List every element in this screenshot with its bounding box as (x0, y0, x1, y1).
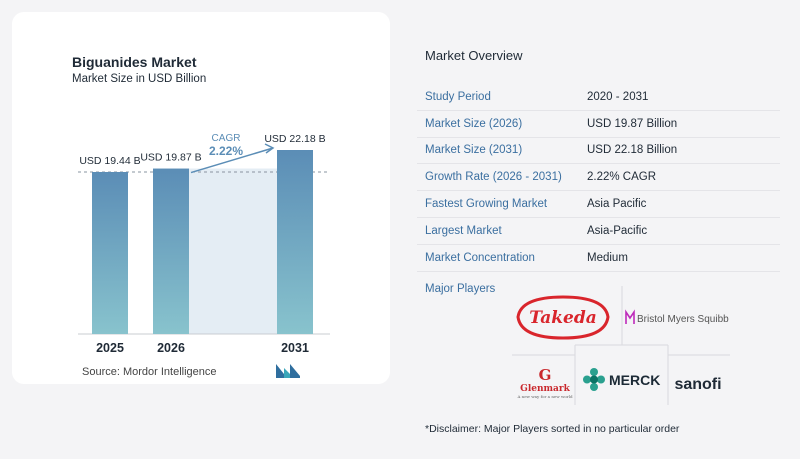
merck-text: MERCK (609, 372, 660, 388)
major-players-title: Major Players (425, 283, 496, 295)
overview-label: Study Period (425, 90, 491, 103)
cagr-arrow-line (190, 147, 274, 174)
overview-title: Market Overview (425, 48, 523, 63)
x-tick-2031: 2031 (281, 341, 309, 355)
overview-label: Market Size (2031) (425, 144, 523, 157)
overview-row: Study Period 2020 - 2031 (417, 84, 780, 111)
value-label-2026: USD 19.87 B (140, 152, 201, 164)
bms-text: Bristol Myers Squibb (637, 314, 729, 325)
overview-row: Growth Rate (2026 - 2031) 2.22% CAGR (417, 164, 780, 192)
chart-title: Biguanides Market (72, 54, 197, 70)
cagr-label: CAGR (212, 133, 241, 144)
overview-row: Market Size (2031) USD 22.18 Billion (417, 138, 780, 165)
x-tick-2026: 2026 (157, 341, 185, 355)
cagr-value: 2.22% (209, 144, 243, 158)
bar-2026 (153, 168, 189, 334)
x-tick-2025: 2025 (96, 341, 124, 355)
sanofi-text: sanofi (674, 376, 721, 393)
mordor-logo-icon (276, 364, 300, 378)
sanofi-logo-icon: sanofi (674, 376, 721, 393)
overview-value: Asia-Pacific (587, 224, 648, 237)
bar-2025 (92, 172, 128, 334)
bar-chart: USD 19.44 B 2025 USD 19.87 B 2026 USD 22.18 … (78, 133, 330, 355)
overview-value: Medium (587, 251, 628, 264)
cagr-arrow-head (264, 143, 275, 154)
disclaimer: *Disclaimer: Major Players sorted in no … (425, 423, 680, 435)
takeda-text: Takeda (529, 308, 597, 328)
glenmark-logo-icon: G Glenmark A new way for a new world (516, 366, 573, 399)
svg-text:G: G (539, 366, 552, 384)
glenmark-tagline: A new way for a new world (516, 394, 573, 399)
bms-logo-icon: Bristol Myers Squibb (625, 309, 729, 325)
source-text: Source: Mordor Intelligence (82, 366, 217, 378)
overview-label: Growth Rate (2026 - 2031) (425, 171, 562, 184)
overview-label: Market Size (2026) (425, 117, 523, 130)
forecast-region (189, 168, 277, 334)
value-label-2031: USD 22.18 B (264, 133, 325, 145)
overview-value: USD 22.18 Billion (587, 144, 678, 157)
overview-value: Asia Pacific (587, 198, 647, 211)
overview-row: Largest Market Asia-Pacific (417, 218, 780, 245)
overview-table: Study Period 2020 - 2031 Market Size (202… (417, 84, 780, 272)
chart-subtitle: Market Size in USD Billion (72, 73, 207, 85)
overview-label: Largest Market (425, 224, 502, 237)
takeda-logo-icon: Takeda (516, 295, 610, 340)
bar-2031 (277, 150, 313, 334)
value-label-2025: USD 19.44 B (79, 155, 140, 167)
overview-row: Market Size (2026) USD 19.87 Billion (417, 111, 780, 138)
overview-row: Fastest Growing Market Asia Pacific (417, 191, 780, 218)
overview-label: Fastest Growing Market (425, 198, 548, 211)
overview-value: 2020 - 2031 (587, 90, 649, 103)
merck-logo-icon: MERCK (583, 368, 660, 391)
glenmark-text: Glenmark (520, 384, 570, 394)
overview-value: 2.22% CAGR (587, 171, 657, 184)
overview-row: Market Concentration Medium (417, 245, 780, 272)
overview-value: USD 19.87 Billion (587, 117, 678, 130)
overview-label: Market Concentration (425, 251, 535, 264)
